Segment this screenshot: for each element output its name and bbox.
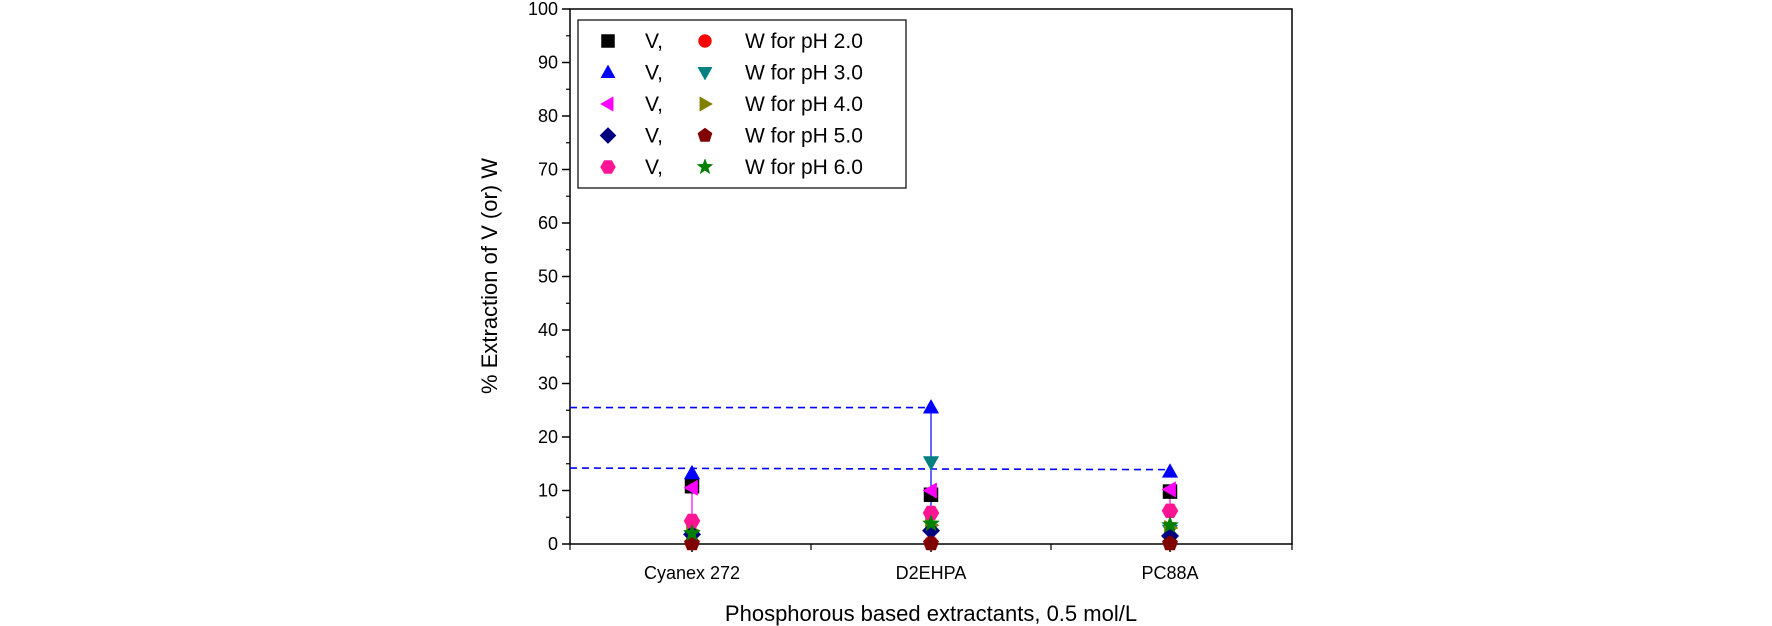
- y-axis-title: % Extraction of V (or) W: [477, 158, 502, 394]
- legend-marker-v: [599, 127, 617, 144]
- x-axis-title: Phosphorous based extractants, 0.5 mol/L: [725, 601, 1137, 626]
- data-point-w-ph-3-0: [922, 456, 940, 471]
- legend-marker-v: [599, 96, 614, 112]
- y-tick-label: 0: [548, 534, 558, 554]
- legend-label-v: V,: [645, 156, 663, 179]
- legend-label-v: V,: [645, 62, 663, 85]
- y-tick-label: 100: [528, 0, 558, 19]
- x-tick-label: PC88A: [1141, 563, 1198, 583]
- data-point-v-ph-6-0: [922, 505, 940, 521]
- legend-marker-w: [697, 67, 713, 81]
- legend-label-w: W for pH 3.0: [745, 62, 863, 85]
- legend-marker-v: [600, 160, 616, 174]
- legend-label-w: W for pH 6.0: [745, 156, 863, 179]
- y-tick-label: 80: [538, 106, 558, 126]
- y-tick-label: 50: [538, 267, 558, 287]
- y-tick-label: 20: [538, 427, 558, 447]
- legend: V, W for pH 2.0 V, W for pH 3.0 V, W for pH 4…: [577, 19, 907, 189]
- data-point-v-ph-3-0: [683, 464, 701, 480]
- x-tick-label: D2EHPA: [896, 563, 967, 583]
- y-tick-label: 30: [538, 374, 558, 394]
- data-markers: [682, 398, 1180, 551]
- legend-label-w: W for pH 2.0: [745, 30, 863, 53]
- legend-label-v: V,: [645, 93, 663, 116]
- legend-marker-w: [698, 34, 712, 48]
- legend-marker-w: [696, 158, 714, 175]
- data-point-v-ph-6-0: [683, 513, 701, 529]
- data-point-v-ph-3-0: [922, 398, 940, 414]
- data-point-w-ph-5-0: [923, 535, 939, 551]
- data-point-w-ph-6-0: [1161, 515, 1179, 533]
- legend-marker-v: [600, 64, 616, 78]
- legend-marker-w: [697, 127, 713, 142]
- data-point-w-ph-6-0: [922, 514, 940, 532]
- data-point-v-ph-4-0: [1161, 481, 1176, 498]
- legend-marker-v: [601, 34, 615, 48]
- y-tick-label: 40: [538, 320, 558, 340]
- data-point-v-ph-4-0: [922, 482, 937, 499]
- y-tick-label: 10: [538, 481, 558, 501]
- legend-label-v: V,: [645, 125, 663, 148]
- data-point-v-ph-6-0: [1161, 503, 1179, 519]
- dashed-reference-line: [569, 467, 1171, 471]
- legend-label-w: W for pH 5.0: [745, 125, 863, 148]
- legend-label-v: V,: [645, 30, 663, 53]
- data-point-w-ph-6-0: [683, 523, 701, 541]
- y-tick-label: 60: [538, 213, 558, 233]
- x-tick-label: Cyanex 272: [644, 563, 740, 583]
- legend-label-w: W for pH 4.0: [745, 93, 863, 116]
- data-point-w-ph-5-0: [1162, 535, 1178, 551]
- axes: 0 10 20 30 40 50 60 70 80 90 100 Cyanex 272 D2EHPA PC…: [528, 0, 1293, 583]
- y-tick-label: 70: [538, 160, 558, 180]
- data-point-v-ph-4-0: [683, 479, 698, 496]
- legend-marker-w: [699, 96, 714, 112]
- legend-box: [577, 19, 907, 189]
- data-point-v-ph-3-0: [1161, 463, 1179, 478]
- y-tick-label: 90: [538, 53, 558, 73]
